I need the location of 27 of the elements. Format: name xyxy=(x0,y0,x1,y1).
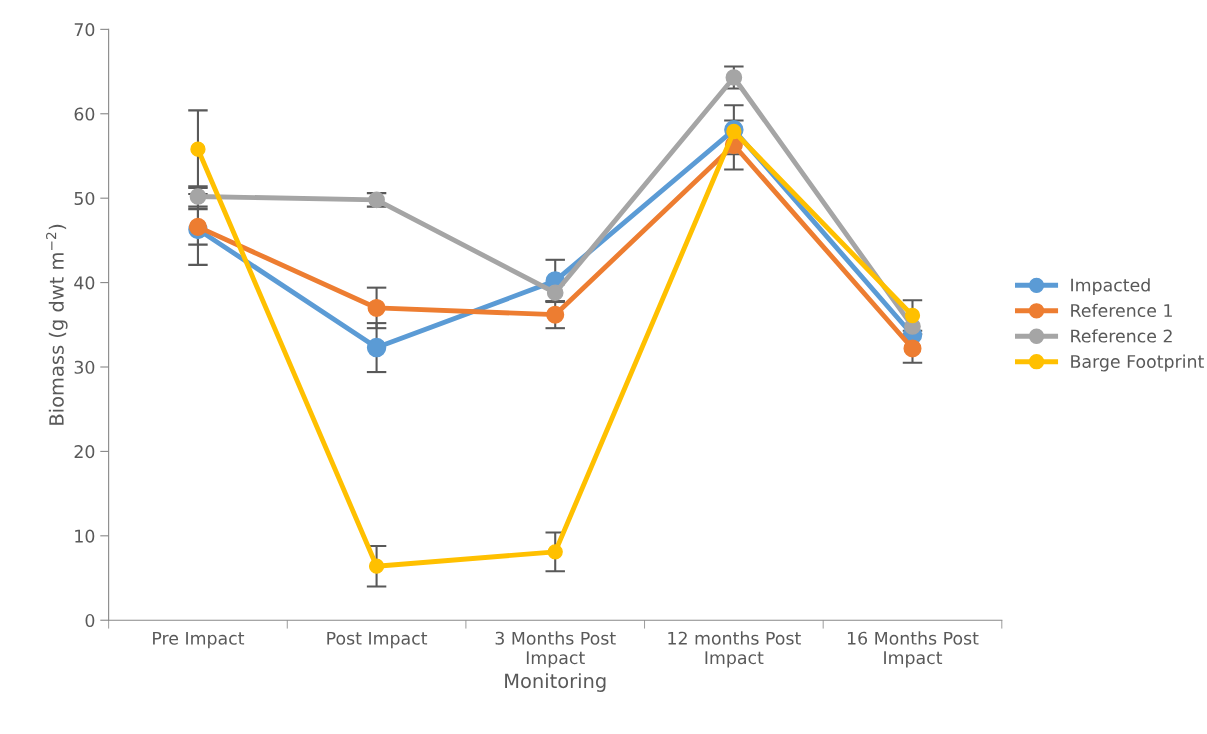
point xyxy=(367,298,386,317)
x-tick-label: 12 months Post Impact xyxy=(668,631,801,668)
x-tick-label: Pre Impact xyxy=(153,631,245,649)
point xyxy=(368,558,385,574)
point xyxy=(903,339,922,358)
point xyxy=(546,305,565,324)
point xyxy=(904,307,921,324)
point xyxy=(547,544,563,560)
y-tick-label: 70 xyxy=(74,23,95,37)
y-tick-label: 40 xyxy=(74,276,95,290)
legend-label: Reference 2 xyxy=(1071,329,1172,343)
x-tick-label: Post Impact xyxy=(327,631,428,649)
point xyxy=(366,337,387,358)
y-tick-label: 10 xyxy=(75,529,95,543)
y-axis-title: Biomass (g dwt m$^{−2}$) xyxy=(46,224,68,425)
point xyxy=(190,141,206,157)
y-tick-label: 50 xyxy=(74,191,95,206)
x-tick-label: 3 Months Post Impact xyxy=(495,631,616,668)
legend-label: Barge Footprint xyxy=(1071,354,1204,372)
y-tick-label: 20 xyxy=(74,445,95,459)
legend-label: Reference 1 xyxy=(1071,303,1172,318)
legend-label: Impacted xyxy=(1071,278,1150,295)
x-axis-title: Monitoring xyxy=(505,673,606,692)
y-tick-label: 60 xyxy=(74,107,95,121)
y-tick-label: 0 xyxy=(85,613,95,628)
y-tick-label: 30 xyxy=(74,360,95,374)
x-tick-label: 16 Months Post Impact xyxy=(847,631,979,668)
